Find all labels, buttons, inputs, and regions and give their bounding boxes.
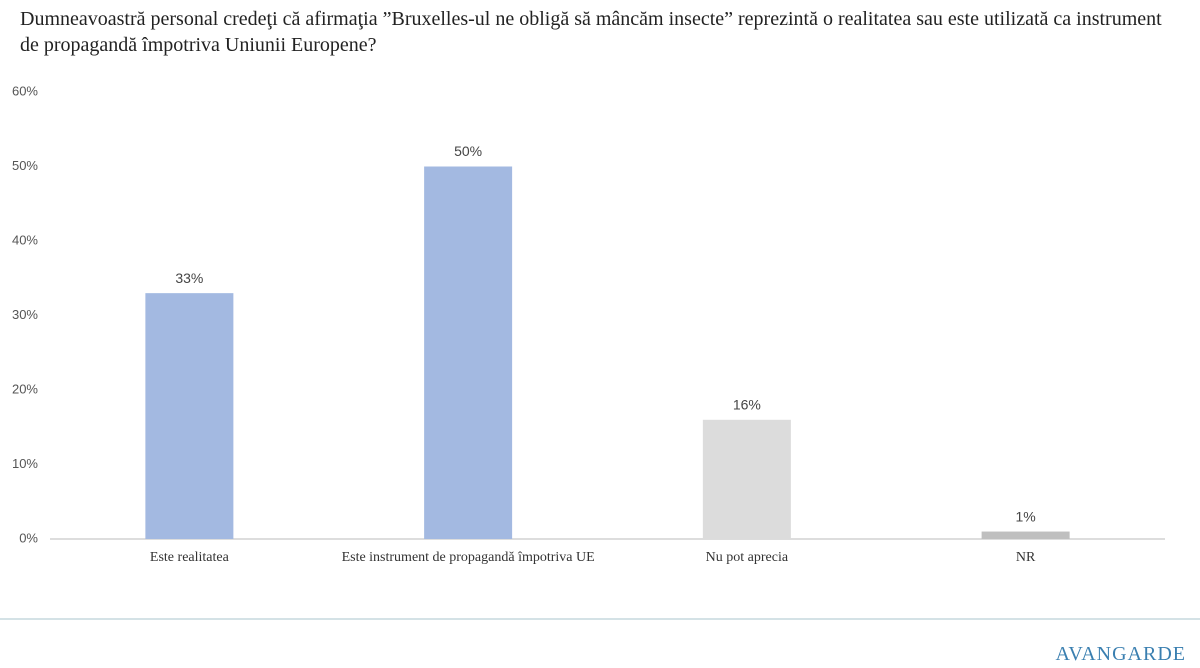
data-label: 1% — [1016, 508, 1036, 524]
data-label: 16% — [733, 397, 761, 413]
bar — [424, 166, 513, 539]
y-tick-label: 30% — [12, 307, 38, 322]
data-label: 33% — [175, 270, 203, 286]
x-tick-label: Este instrument de propagandă împotriva … — [341, 550, 595, 565]
data-label: 50% — [454, 143, 482, 159]
x-tick-label: NR — [1015, 550, 1036, 565]
y-tick-label: 60% — [12, 83, 38, 98]
y-tick-label: 20% — [12, 381, 38, 396]
y-tick-label: 50% — [12, 158, 38, 173]
x-tick-label: Nu pot aprecia — [705, 550, 789, 565]
y-tick-label: 10% — [12, 456, 38, 471]
y-tick-label: 40% — [12, 232, 38, 247]
bar — [702, 419, 791, 539]
logo: AVANGARDE — [1055, 643, 1186, 665]
y-tick-label: 0% — [19, 530, 38, 545]
bar — [145, 293, 234, 539]
bar — [981, 531, 1070, 539]
x-tick-label: Este realitatea — [149, 550, 229, 565]
chart-title: Dumneavoastră personal credeţi că afirma… — [20, 8, 1162, 56]
